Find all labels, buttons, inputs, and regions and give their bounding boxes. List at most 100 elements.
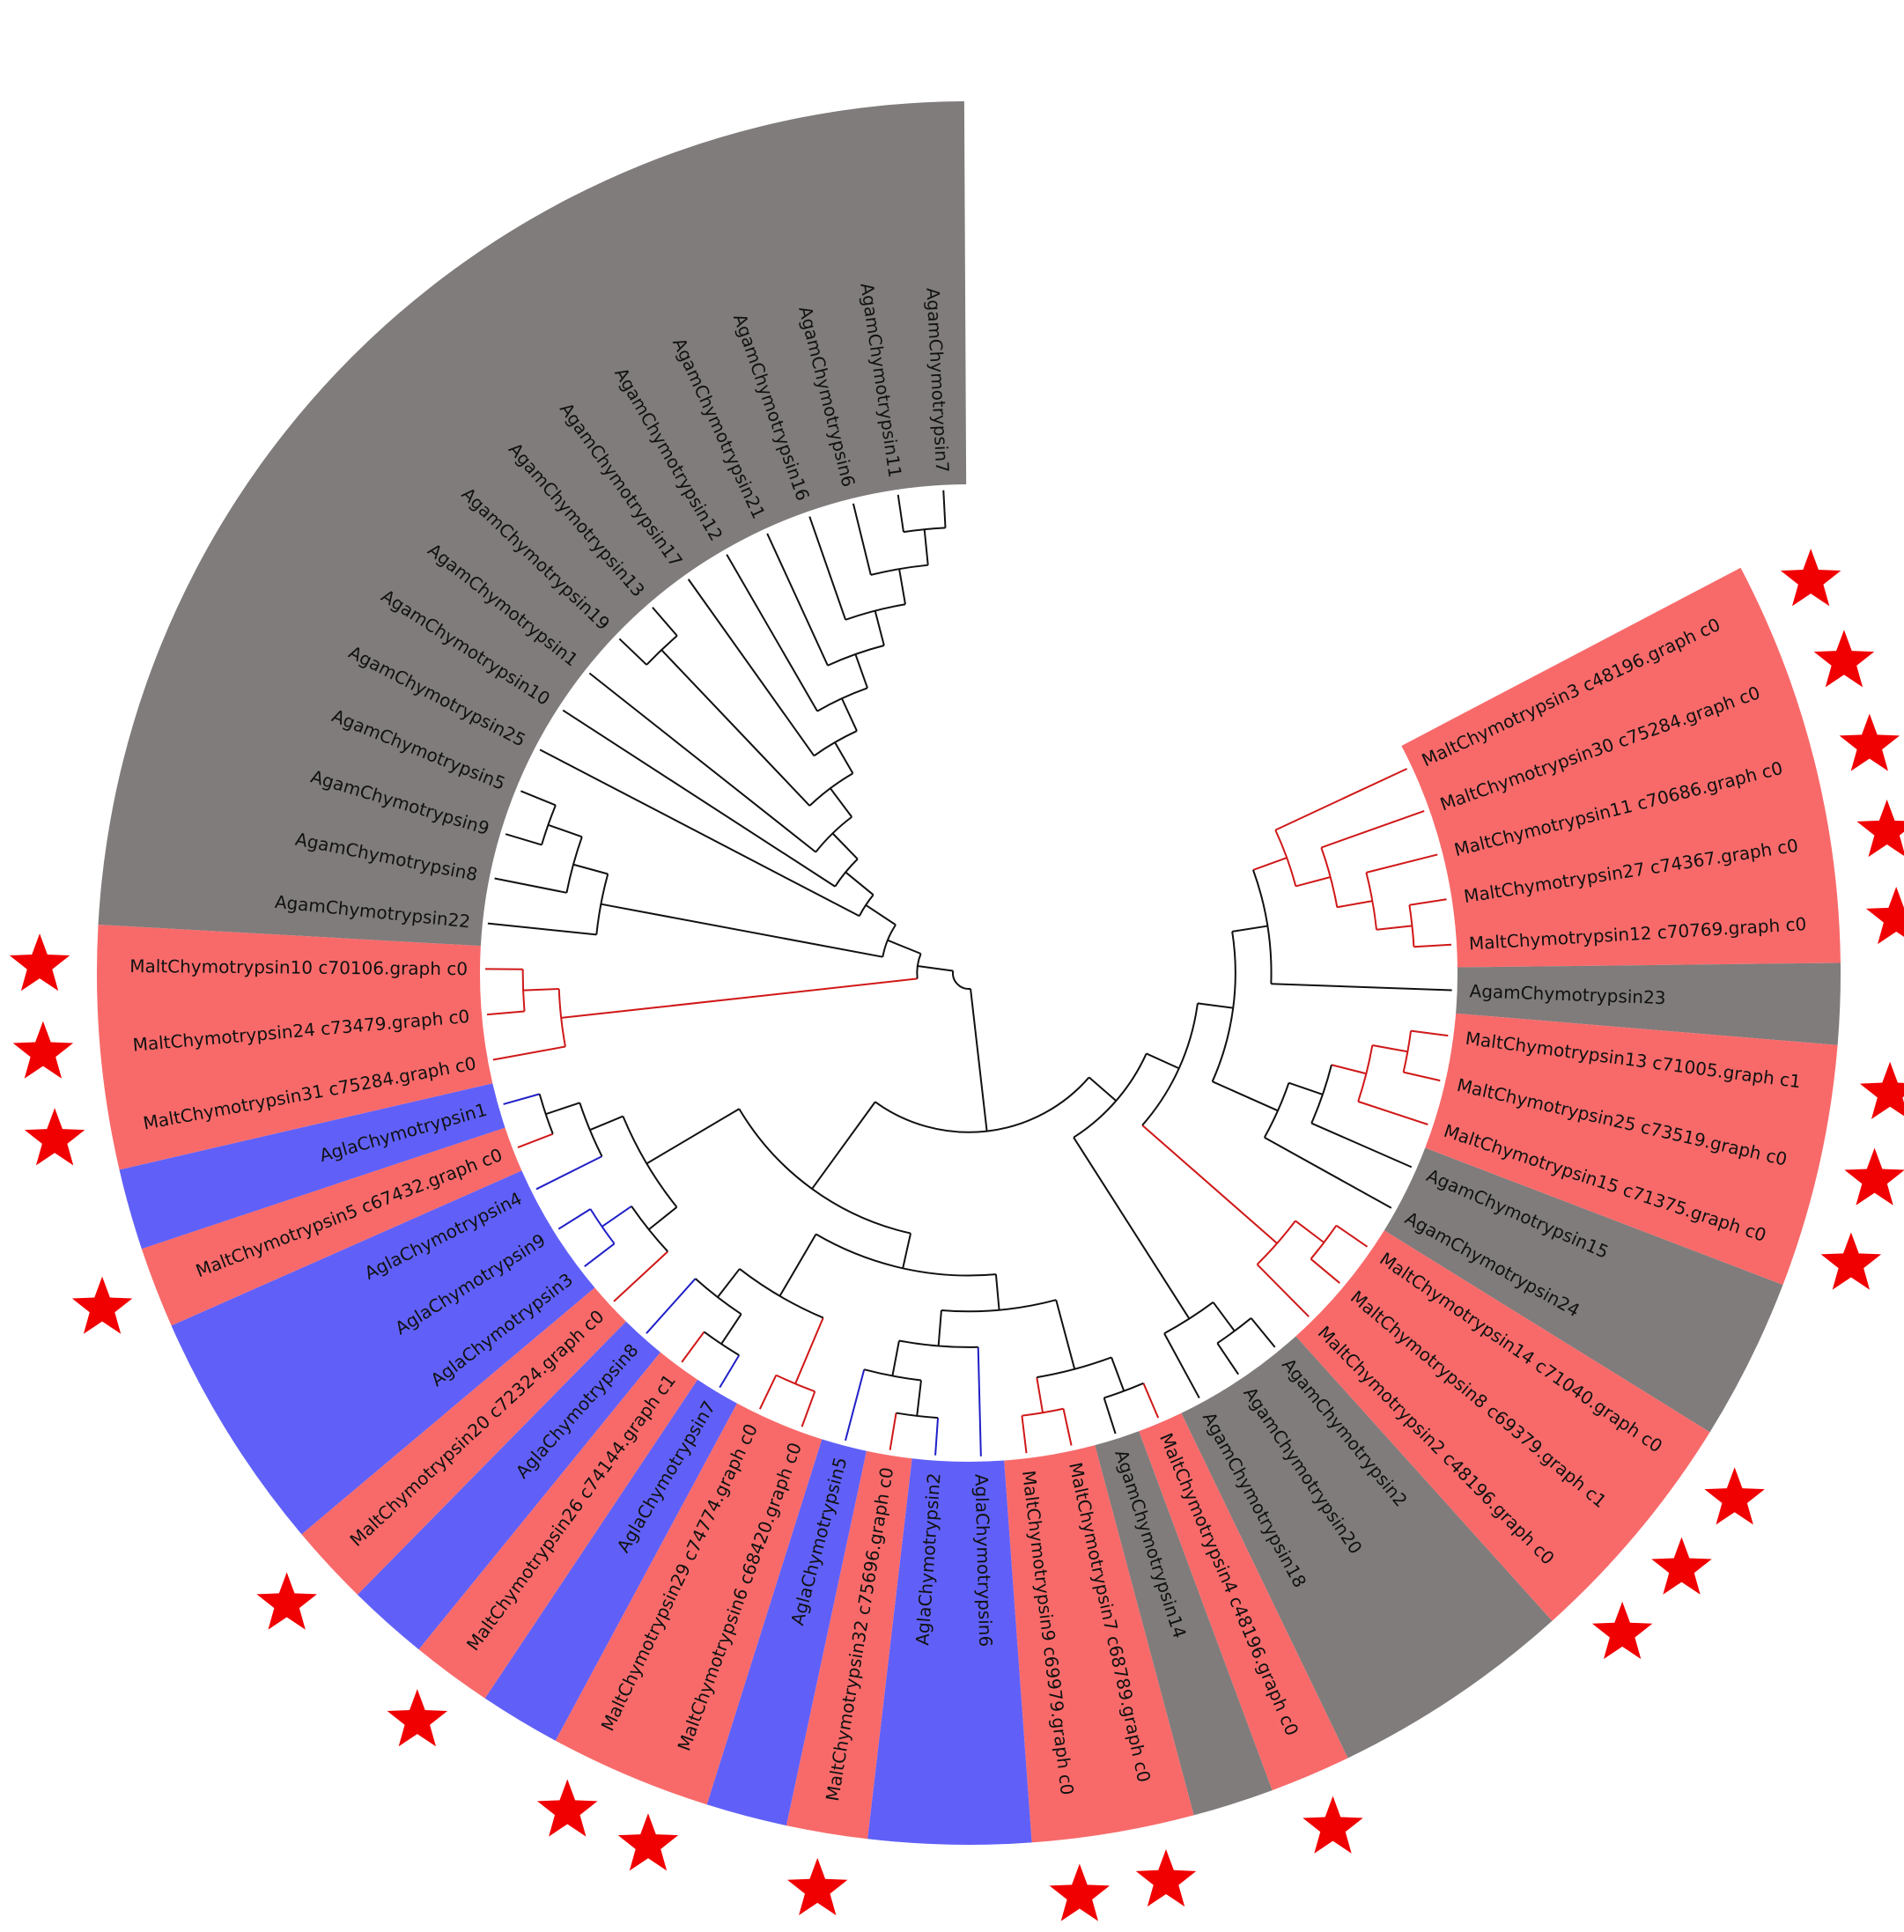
red-star-icon <box>12 1021 74 1079</box>
branch-103 <box>811 1101 876 1190</box>
branch-108 <box>492 1045 566 1061</box>
branch-82 <box>779 1234 817 1297</box>
branch-39 <box>1250 1317 1276 1348</box>
clade-band-agam <box>98 101 967 947</box>
branch-136 <box>854 653 868 689</box>
branch-141 <box>660 649 811 807</box>
red-star-icon <box>1844 1147 1904 1206</box>
branch-55 <box>1036 1376 1044 1413</box>
branch-52 <box>1021 1415 1028 1454</box>
branch-67 <box>937 1309 942 1346</box>
red-star-icon <box>9 933 70 992</box>
branch-48 <box>1142 1383 1160 1419</box>
branch-90 <box>517 1132 554 1149</box>
branch-9 <box>1274 768 1407 831</box>
clade-band-agla <box>119 1083 506 1250</box>
branch-73 <box>681 1331 705 1363</box>
branch-21 <box>1331 1064 1367 1075</box>
branch-arc-89 <box>631 1206 668 1252</box>
clade-band-malt <box>1004 1445 1194 1843</box>
branch-46 <box>1073 1137 1191 1320</box>
branch-102 <box>1088 1076 1117 1102</box>
branch-51 <box>1062 1408 1073 1446</box>
branch-arc-125 <box>903 527 946 534</box>
branch-42 <box>1212 1302 1236 1332</box>
branch-142 <box>834 741 854 774</box>
clade-band-malt <box>1425 1013 1838 1286</box>
clade-band-malt <box>1401 567 1841 968</box>
branch-64 <box>891 1340 900 1376</box>
branch-123 <box>897 494 904 533</box>
red-star-icon <box>1303 1796 1363 1854</box>
star-markers <box>9 549 1904 1921</box>
red-star-icon <box>24 1108 85 1166</box>
branch-arc-161 <box>952 970 971 990</box>
branch-115 <box>548 823 583 838</box>
branch-144 <box>588 672 816 853</box>
branch-0 <box>1409 898 1447 906</box>
branch-114 <box>494 877 567 894</box>
red-star-icon <box>1591 1601 1653 1659</box>
branch-12 <box>1252 857 1288 871</box>
branch-6 <box>1320 809 1425 849</box>
branch-16 <box>1403 1071 1441 1082</box>
branch-30 <box>1335 1224 1369 1248</box>
clade-color-bands <box>96 101 1841 1846</box>
clade-band-agam <box>1456 962 1841 1045</box>
branch-84 <box>584 1243 616 1268</box>
branch-70 <box>758 1375 778 1410</box>
clade-band-agam <box>1095 1431 1273 1816</box>
branch-135 <box>726 554 818 712</box>
branch-arc-5 <box>1365 872 1377 930</box>
branch-61 <box>844 1368 866 1442</box>
branch-60 <box>916 1380 922 1417</box>
branch-4 <box>1376 925 1413 931</box>
branch-100 <box>646 1108 740 1165</box>
branch-139 <box>841 697 858 732</box>
branch-arc-83 <box>815 1233 996 1277</box>
branch-94 <box>545 1102 580 1116</box>
clade-band-agla <box>171 1170 595 1535</box>
branch-arc-116 <box>565 836 583 893</box>
clade-band-agla <box>867 1458 1032 1846</box>
red-star-icon <box>387 1689 448 1747</box>
branch-121 <box>652 607 678 637</box>
clade-band-malt <box>301 1287 626 1595</box>
branch-57 <box>934 1418 940 1456</box>
branch-76 <box>646 1278 697 1334</box>
branch-45 <box>1146 1052 1180 1070</box>
branch-97 <box>589 1115 624 1132</box>
clade-band-malt <box>96 924 493 1170</box>
red-star-icon <box>617 1813 679 1871</box>
branch-arc-140 <box>813 730 858 757</box>
branch-87 <box>613 1250 668 1302</box>
branch-124 <box>942 490 947 528</box>
branch-13 <box>1271 983 1452 992</box>
branch-66 <box>1055 1299 1076 1370</box>
branch-25 <box>1264 1136 1392 1209</box>
branch-112 <box>520 790 557 807</box>
branch-79 <box>717 1268 741 1298</box>
branch-127 <box>923 529 929 565</box>
branch-31 <box>1310 1257 1340 1284</box>
branch-96 <box>648 1206 678 1231</box>
branch-34 <box>1256 1264 1310 1317</box>
branch-157 <box>887 939 921 955</box>
branch-arc-59 <box>896 1412 939 1420</box>
branch-130 <box>898 568 906 605</box>
branch-19 <box>1357 1100 1428 1125</box>
branch-1 <box>1413 943 1452 948</box>
clade-band-malt <box>418 1352 698 1699</box>
branch-arc-149 <box>834 858 859 888</box>
branch-147 <box>562 709 836 888</box>
branch-40 <box>1216 1342 1239 1375</box>
branch-arc-98 <box>622 1116 678 1208</box>
red-star-icon <box>1856 800 1904 858</box>
branch-153 <box>601 903 883 958</box>
branch-85 <box>557 1208 591 1230</box>
branch-69 <box>801 1390 816 1427</box>
branch-arc-92 <box>538 1094 554 1135</box>
red-star-icon <box>1780 549 1841 607</box>
branch-43 <box>1163 1332 1200 1399</box>
branch-154 <box>865 903 897 926</box>
